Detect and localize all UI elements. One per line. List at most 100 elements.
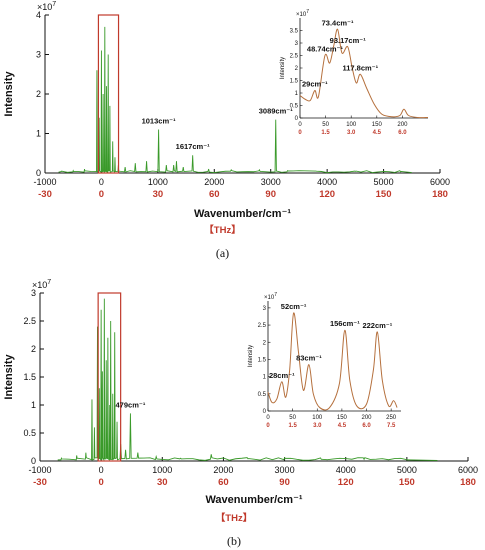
inset-y-multiplier-exponent: 7	[274, 292, 277, 298]
thz-tick-label: 120	[319, 189, 335, 200]
inset-peak-annotation: 83cm⁻¹	[296, 354, 322, 363]
thz-tick-label: 30	[153, 189, 164, 200]
y-tick-label: 2	[31, 344, 36, 354]
peak-annotation: 479cm⁻¹	[116, 400, 146, 409]
thz-unit-label: 【THz】	[216, 512, 252, 524]
x-tick-label: 1000	[152, 465, 172, 475]
inset-peak-annotation: 29cm⁻¹	[302, 80, 328, 89]
y-multiplier: ×107	[37, 1, 56, 12]
inset-x-tick-label: 200	[397, 122, 408, 128]
inset-thz-tick-label: 4.5	[338, 423, 347, 429]
inset-y-tick-label: 2.5	[258, 323, 267, 329]
thz-tick-label: 30	[157, 477, 168, 488]
x-axis-label: Wavenumber/cm⁻¹	[194, 208, 291, 220]
inset-thz-tick-label: 3.0	[347, 130, 356, 136]
x-tick-label: 4000	[336, 465, 356, 475]
peak-annotation: 1617cm⁻¹	[176, 142, 210, 151]
inset-x-tick-label: 250	[386, 415, 397, 421]
inset-y-tick-label: 2	[263, 340, 267, 346]
x-axis-label: Wavenumber/cm⁻¹	[205, 494, 302, 506]
y-tick-label: 1.5	[23, 372, 36, 382]
thz-tick-label: 150	[399, 477, 415, 488]
thz-unit-label: 【THz】	[204, 224, 240, 236]
inset-y-tick-label: 3.5	[290, 29, 299, 35]
inset-x-tick-label: 100	[312, 415, 323, 421]
x-tick-label: 0	[99, 465, 104, 475]
y-axis-label: Intensity	[3, 354, 15, 400]
inset-x-tick-label: 150	[372, 122, 383, 128]
x-tick-label: 1000	[148, 177, 168, 187]
x-tick-label: 2000	[213, 465, 233, 475]
inset-thz-tick-label: 1.5	[288, 423, 297, 429]
inset-y-tick-label: 1	[263, 375, 267, 381]
inset-peak-annotation: 28cm⁻¹	[269, 371, 295, 380]
inset-y-tick-label: 2	[295, 66, 299, 72]
peak-annotation: 3089cm⁻¹	[259, 107, 293, 116]
inset-thz-tick-label: 7.5	[387, 423, 396, 429]
inset-x-tick-label: 0	[266, 415, 270, 421]
inset-chart: ×10700.511.522.533.500501.51003.01504.52…	[280, 9, 429, 136]
y-tick-label: 4	[36, 10, 41, 20]
inset-y-tick-label: 0.5	[290, 104, 299, 110]
inset-y-multiplier: ×107	[296, 9, 309, 18]
thz-tick-label: 180	[432, 189, 448, 200]
inset-y-tick-label: 3	[295, 41, 299, 47]
spectrum-line	[57, 298, 438, 462]
inset-y-multiplier-exponent: 7	[306, 9, 309, 15]
peak-annotation: 1013cm⁻¹	[142, 117, 176, 126]
inset-peak-annotation: 93.17cm⁻¹	[330, 36, 367, 45]
inset-y-tick-label: 2.5	[290, 54, 299, 60]
inset-y-multiplier: ×107	[264, 292, 277, 301]
y-tick-label: 1	[31, 400, 36, 410]
inset-thz-tick-label: 0	[298, 130, 302, 136]
inset-x-tick-label: 50	[289, 415, 296, 421]
inset-thz-tick-label: 0	[266, 423, 270, 429]
y-axis-label: Intensity	[3, 71, 15, 117]
inset-y-tick-label: 0.5	[258, 392, 267, 398]
y-multiplier-exponent: 7	[52, 1, 56, 8]
inset-peak-annotation: 48.74cm⁻¹	[307, 45, 344, 54]
inset-y-tick-label: 1.5	[258, 357, 267, 363]
thz-tick-label: 60	[209, 189, 220, 200]
y-tick-label: 1	[36, 129, 41, 139]
inset-y-axis-label: Intensity	[248, 345, 254, 367]
inset-chart: ×10700.511.522.5300501.51003.01504.52006…	[248, 292, 401, 429]
panel-label: (a)	[216, 246, 229, 260]
x-tick-label: -1000	[33, 177, 56, 187]
thz-tick-label: 120	[338, 477, 354, 488]
inset-curve	[267, 312, 398, 411]
thz-tick-label: 60	[218, 477, 229, 488]
inset-thz-tick-label: 6.0	[398, 130, 407, 136]
thz-tick-label: 180	[460, 477, 476, 488]
inset-peak-annotation: 73.4cm⁻¹	[322, 18, 354, 27]
inset-y-tick-label: 1	[295, 91, 299, 97]
inset-thz-tick-label: 6.0	[362, 423, 371, 429]
x-tick-label: 0	[99, 177, 104, 187]
inset-peak-annotation: 52cm⁻¹	[281, 302, 307, 311]
y-multiplier-exponent: 7	[47, 279, 51, 286]
inset-x-tick-label: 200	[362, 415, 373, 421]
inset-x-tick-label: 150	[337, 415, 348, 421]
thz-tick-label: 90	[265, 189, 276, 200]
inset-y-tick-label: 0	[263, 409, 267, 415]
inset-x-tick-label: 100	[346, 122, 357, 128]
inset-peak-annotation: 117.8cm⁻¹	[342, 63, 378, 72]
inset-thz-tick-label: 4.5	[373, 130, 382, 136]
y-tick-label: 2.5	[23, 316, 36, 326]
y-multiplier: ×107	[32, 279, 51, 290]
x-tick-label: 2000	[204, 177, 224, 187]
x-tick-label: 5000	[397, 465, 417, 475]
thz-tick-label: 90	[279, 477, 290, 488]
y-tick-label: 0	[36, 168, 41, 178]
spectrum-line	[58, 26, 412, 174]
x-tick-label: 3000	[275, 465, 295, 475]
thz-tick-label: 150	[376, 189, 392, 200]
inset-y-axis-label: Intensity	[280, 57, 286, 79]
panel-label: (b)	[227, 534, 241, 548]
inset-y-tick-label: 1.5	[290, 79, 299, 85]
highlight-box	[97, 292, 122, 462]
inset-x-tick-label: 0	[298, 122, 302, 128]
